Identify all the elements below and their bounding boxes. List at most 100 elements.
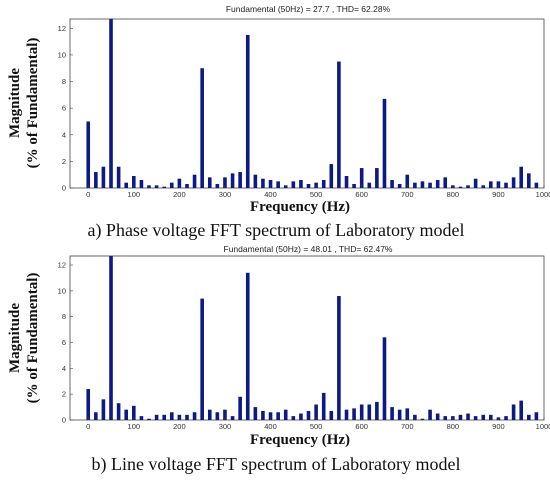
bar [177, 178, 182, 188]
bar [329, 164, 334, 188]
bar [397, 184, 402, 188]
bar [291, 416, 296, 420]
bar [283, 185, 288, 188]
chart-a-ylabel-line1: Magnitude [7, 68, 23, 138]
bar [504, 416, 508, 420]
bar [223, 409, 227, 420]
x-tick-label: 900 [492, 190, 505, 199]
bar [94, 172, 98, 188]
bar [344, 409, 349, 420]
bar [511, 177, 516, 188]
y-tick-label: 2 [62, 157, 66, 166]
bar [435, 413, 440, 420]
bar [443, 416, 448, 420]
bar [238, 172, 242, 188]
bar [253, 174, 258, 188]
bar [466, 185, 470, 188]
bar [489, 414, 493, 420]
y-tick-label: 6 [62, 104, 66, 113]
x-tick-label: 200 [173, 422, 186, 431]
bar [261, 178, 265, 188]
bar [519, 166, 524, 188]
bar [261, 410, 265, 420]
x-tick-label: 700 [401, 422, 414, 431]
bar [321, 180, 326, 188]
bar [344, 176, 349, 188]
x-tick-label: 500 [310, 422, 323, 431]
bar [375, 168, 379, 188]
chart-b-xticks: 0 100 200 300 400 500 600 700 800 900 1000 [86, 417, 550, 431]
bar [116, 166, 121, 188]
bar [230, 416, 235, 420]
x-tick-label: 600 [355, 422, 368, 431]
x-tick-label: 300 [219, 190, 232, 199]
bar [352, 184, 356, 188]
x-tick-label: 1000 [536, 190, 550, 199]
bar [116, 403, 121, 420]
bar [139, 180, 144, 188]
bar [238, 396, 242, 420]
bar [86, 121, 91, 188]
x-tick-label: 0 [86, 190, 90, 199]
bar [109, 19, 113, 188]
bar [230, 173, 235, 188]
bar [466, 413, 470, 420]
bar [207, 409, 212, 420]
bar [185, 184, 189, 188]
x-tick-label: 100 [128, 422, 141, 431]
bar [109, 256, 113, 420]
bar [359, 404, 364, 420]
bar [504, 182, 508, 188]
bar [458, 186, 463, 188]
bar [458, 414, 463, 420]
bar [405, 408, 410, 420]
bar [291, 181, 296, 188]
bar [253, 407, 258, 420]
chart-a-xlabel: Frequency (Hz) [250, 199, 350, 215]
bar [192, 174, 197, 188]
y-tick-label: 4 [62, 130, 66, 139]
x-tick-label: 200 [173, 190, 186, 199]
bar [321, 392, 326, 420]
bar [314, 404, 318, 420]
chart-b-yticks: 0 2 4 6 8 10 12 [58, 261, 73, 425]
bar [306, 410, 311, 420]
bar [329, 410, 334, 420]
y-tick-label: 0 [62, 184, 66, 193]
chart-a-ylabel-line2: (% of Fundamental) [25, 38, 41, 169]
chart-a-frame [69, 18, 545, 189]
bar [428, 182, 432, 188]
bar [207, 177, 212, 188]
bar [420, 418, 425, 420]
bar [435, 180, 440, 188]
bar [139, 416, 144, 420]
bar [154, 414, 159, 420]
y-tick-label: 0 [62, 416, 66, 425]
bar [527, 414, 531, 420]
bar [359, 168, 364, 188]
bar [481, 185, 486, 188]
bar [420, 181, 425, 188]
bar [337, 61, 341, 188]
bar [299, 413, 303, 420]
x-tick-label: 400 [264, 422, 277, 431]
x-tick-label: 700 [401, 190, 414, 199]
x-tick-label: 400 [264, 190, 277, 199]
bar [147, 185, 151, 188]
bar [94, 412, 98, 420]
bar [397, 409, 402, 420]
bar [413, 182, 417, 188]
bar [534, 182, 539, 188]
x-tick-label: 1000 [536, 422, 550, 431]
y-tick-label: 2 [62, 390, 66, 399]
bar [375, 401, 379, 420]
chart-a-caption: a) Phase voltage FFT spectrum of Laborat… [87, 220, 464, 241]
x-tick-label: 800 [447, 422, 460, 431]
bar [413, 414, 417, 420]
bar [534, 412, 539, 420]
bar [185, 414, 189, 420]
bar [382, 337, 387, 420]
bar [299, 180, 303, 188]
bar [162, 186, 167, 188]
